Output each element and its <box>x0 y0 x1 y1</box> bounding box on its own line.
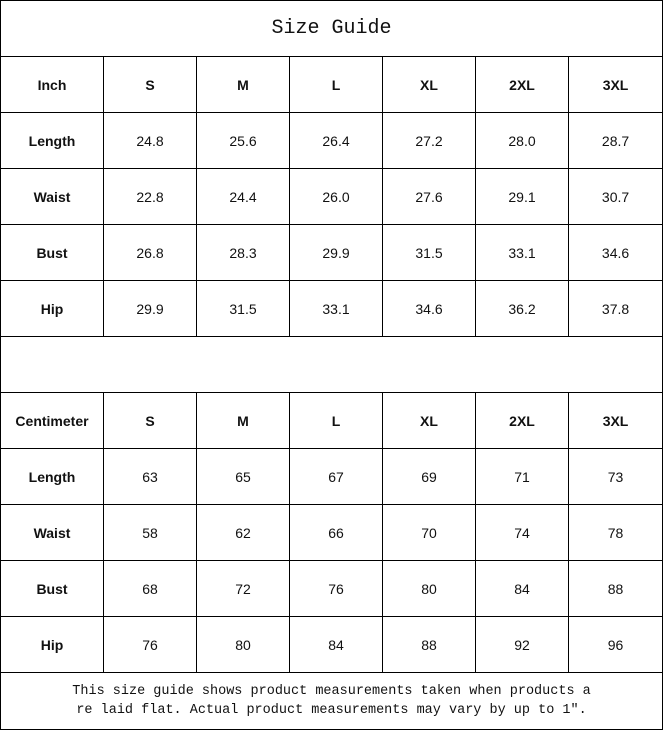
table-row: Bust 68 72 76 80 84 88 <box>0 560 663 617</box>
measurement-cell: 25.6 <box>196 112 290 169</box>
table-row: Waist 22.8 24.4 26.0 27.6 29.1 30.7 <box>0 168 663 225</box>
measurement-cell: 33.1 <box>289 280 383 337</box>
measurement-cell: 84 <box>475 560 569 617</box>
measurement-cell: 71 <box>475 448 569 505</box>
table-row: Hip 29.9 31.5 33.1 34.6 36.2 37.8 <box>0 280 663 337</box>
measurement-cell: 37.8 <box>567 280 663 337</box>
unit-label: Inch <box>0 56 104 113</box>
header-row: Inch S M L XL 2XL 3XL <box>0 56 663 113</box>
table-row: Hip 76 80 84 88 92 96 <box>0 616 663 673</box>
size-header: M <box>196 392 290 449</box>
row-label: Length <box>0 112 104 169</box>
measurement-cell: 31.5 <box>196 280 290 337</box>
measurement-cell: 88 <box>382 616 476 673</box>
size-header: 3XL <box>567 392 663 449</box>
measurement-cell: 29.9 <box>289 224 383 281</box>
measurement-cell: 92 <box>475 616 569 673</box>
spacer-row <box>0 336 663 393</box>
measurement-cell: 73 <box>567 448 663 505</box>
measurement-cell: 76 <box>289 560 383 617</box>
size-header: XL <box>382 56 476 113</box>
measurement-cell: 80 <box>196 616 290 673</box>
measurement-cell: 78 <box>567 504 663 561</box>
measurement-cell: 88 <box>567 560 663 617</box>
measurement-cell: 72 <box>196 560 290 617</box>
row-label: Waist <box>0 504 104 561</box>
note-row: This size guide shows product measuremen… <box>0 672 663 730</box>
header-row: Centimeter S M L XL 2XL 3XL <box>0 392 663 449</box>
row-label: Length <box>0 448 104 505</box>
size-header: XL <box>382 392 476 449</box>
row-label: Bust <box>0 224 104 281</box>
table-row: Length 63 65 67 69 71 73 <box>0 448 663 505</box>
measurement-cell: 28.0 <box>475 112 569 169</box>
size-header: 3XL <box>567 56 663 113</box>
row-label: Bust <box>0 560 104 617</box>
measurement-cell: 63 <box>103 448 197 505</box>
measurement-cell: 31.5 <box>382 224 476 281</box>
unit-label: Centimeter <box>0 392 104 449</box>
size-header: 2XL <box>475 392 569 449</box>
measurement-cell: 26.8 <box>103 224 197 281</box>
size-header: M <box>196 56 290 113</box>
measurement-cell: 22.8 <box>103 168 197 225</box>
measurement-cell: 27.2 <box>382 112 476 169</box>
measurement-cell: 29.1 <box>475 168 569 225</box>
note-line: re laid flat. Actual product measurement… <box>76 703 587 718</box>
measurement-cell: 30.7 <box>567 168 663 225</box>
measurement-cell: 26.4 <box>289 112 383 169</box>
measurement-cell: 96 <box>567 616 663 673</box>
size-header: S <box>103 392 197 449</box>
measurement-cell: 24.4 <box>196 168 290 225</box>
measurement-cell: 76 <box>103 616 197 673</box>
measurement-cell: 29.9 <box>103 280 197 337</box>
size-header: 2XL <box>475 56 569 113</box>
measurement-cell: 34.6 <box>382 280 476 337</box>
measurement-cell: 80 <box>382 560 476 617</box>
measurement-cell: 62 <box>196 504 290 561</box>
measurement-cell: 28.3 <box>196 224 290 281</box>
row-label: Hip <box>0 616 104 673</box>
table-title: Size Guide <box>0 0 663 57</box>
measurement-cell: 34.6 <box>567 224 663 281</box>
blank-cell <box>0 336 663 393</box>
measurement-cell: 26.0 <box>289 168 383 225</box>
note-line: This size guide shows product measuremen… <box>72 684 591 699</box>
table-row: Waist 58 62 66 70 74 78 <box>0 504 663 561</box>
measurement-cell: 36.2 <box>475 280 569 337</box>
measurement-cell: 24.8 <box>103 112 197 169</box>
measurement-cell: 33.1 <box>475 224 569 281</box>
row-label: Waist <box>0 168 104 225</box>
measurement-cell: 58 <box>103 504 197 561</box>
table-row: Length 24.8 25.6 26.4 27.2 28.0 28.7 <box>0 112 663 169</box>
measurement-cell: 70 <box>382 504 476 561</box>
measurement-cell: 27.6 <box>382 168 476 225</box>
size-header: L <box>289 392 383 449</box>
measurement-cell: 66 <box>289 504 383 561</box>
size-header: L <box>289 56 383 113</box>
note-cell: This size guide shows product measuremen… <box>0 672 663 730</box>
measurement-cell: 28.7 <box>567 112 663 169</box>
measurement-cell: 67 <box>289 448 383 505</box>
measurement-cell: 84 <box>289 616 383 673</box>
measurement-cell: 69 <box>382 448 476 505</box>
size-header: S <box>103 56 197 113</box>
measurement-cell: 68 <box>103 560 197 617</box>
table-row: Bust 26.8 28.3 29.9 31.5 33.1 34.6 <box>0 224 663 281</box>
row-label: Hip <box>0 280 104 337</box>
measurement-cell: 74 <box>475 504 569 561</box>
measurement-cell: 65 <box>196 448 290 505</box>
